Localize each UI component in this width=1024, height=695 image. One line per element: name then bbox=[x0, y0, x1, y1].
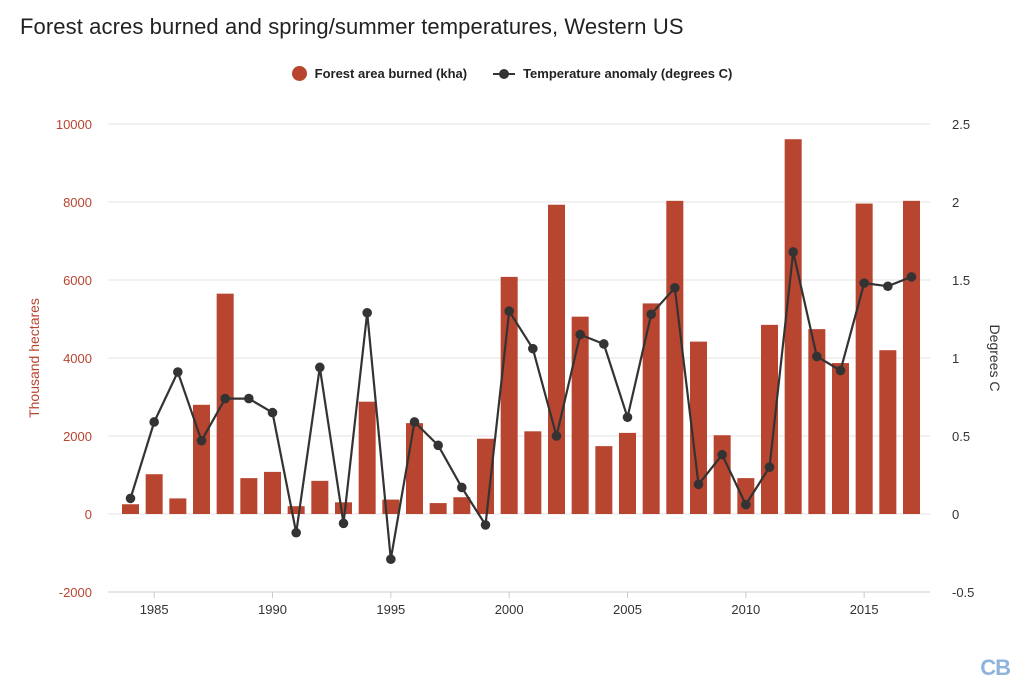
y-right-tick-label: 0.5 bbox=[952, 429, 970, 444]
temperature-point-1986 bbox=[173, 367, 183, 377]
temperature-point-1984 bbox=[125, 493, 136, 504]
bar-burned-1993 bbox=[335, 502, 352, 514]
temperature-point-2008 bbox=[693, 479, 704, 490]
x-tick-label: 2010 bbox=[731, 602, 760, 617]
bar-burned-1992 bbox=[311, 480, 329, 514]
temperature-point-1988 bbox=[220, 393, 230, 404]
temperature-point-1999 bbox=[480, 520, 491, 530]
legend-swatch-temperature bbox=[493, 68, 516, 80]
legend-item-burned[interactable]: Forest area burned (kha) bbox=[291, 66, 468, 81]
temperature-point-2001 bbox=[528, 343, 538, 354]
legend-item-temperature[interactable]: Temperature anomaly (degrees C) bbox=[493, 66, 732, 81]
bar-burned-2015 bbox=[855, 203, 873, 514]
carbon-brief-logo: CB bbox=[980, 655, 1011, 680]
y-left-tick-label: 10000 bbox=[56, 117, 92, 132]
y-right-tick-label: 2.5 bbox=[952, 117, 970, 132]
temperature-point-2002 bbox=[551, 431, 562, 441]
temperature-point-1995 bbox=[386, 554, 396, 565]
x-tick-label: 1990 bbox=[258, 602, 287, 617]
bar-burned-1984 bbox=[122, 504, 139, 514]
y-right-tick-label: 0 bbox=[952, 507, 959, 522]
y-right-axis-label: Degrees C bbox=[987, 325, 1003, 392]
temperature-point-1991 bbox=[291, 527, 301, 538]
bar-burned-2003 bbox=[571, 316, 589, 514]
bar-burned-2000 bbox=[500, 276, 518, 514]
temperature-point-2006 bbox=[646, 309, 656, 320]
bar-burned-1998 bbox=[453, 497, 471, 514]
x-tick-label: 2000 bbox=[495, 602, 524, 617]
temperature-point-2013 bbox=[812, 351, 822, 362]
bar-burned-2008 bbox=[690, 341, 707, 514]
legend: Forest area burned (kha) Temperature ano… bbox=[0, 66, 1024, 81]
y-right-tick-label: 2 bbox=[952, 195, 959, 210]
temperature-point-2007 bbox=[670, 283, 680, 293]
bar-burned-2016 bbox=[879, 350, 897, 514]
temperature-point-2016 bbox=[883, 281, 893, 292]
y-left-tick-label: 2000 bbox=[63, 429, 92, 444]
temperature-point-2005 bbox=[622, 412, 633, 423]
temperature-point-1992 bbox=[315, 362, 325, 373]
bar-burned-2007 bbox=[666, 200, 684, 514]
bar-burned-1988 bbox=[216, 293, 234, 514]
y-left-tick-label: 8000 bbox=[63, 195, 92, 210]
temperature-point-1996 bbox=[409, 417, 420, 427]
temperature-point-2010 bbox=[741, 499, 751, 510]
temperature-point-1998 bbox=[457, 482, 467, 493]
bar-burned-2017 bbox=[903, 200, 920, 514]
temperature-point-1989 bbox=[244, 393, 254, 404]
temperature-point-2009 bbox=[717, 449, 727, 460]
bar-burned-2013 bbox=[808, 329, 826, 514]
bar-burned-2012 bbox=[784, 139, 802, 514]
bar-burned-1994 bbox=[358, 401, 376, 514]
bar-burned-1989 bbox=[240, 478, 258, 514]
legend-label-temperature: Temperature anomaly (degrees C) bbox=[523, 66, 733, 81]
temperature-point-2014 bbox=[835, 365, 846, 376]
x-tick-label: 2005 bbox=[613, 602, 642, 617]
bar-burned-1986 bbox=[169, 498, 187, 514]
temperature-point-2003 bbox=[575, 329, 585, 340]
legend-label-burned: Forest area burned (kha) bbox=[314, 66, 468, 81]
x-tick-label: 1995 bbox=[376, 602, 405, 617]
temperature-point-1985 bbox=[149, 417, 159, 427]
bar-burned-2002 bbox=[548, 204, 565, 515]
y-right-tick-label: -0.5 bbox=[952, 585, 974, 600]
bar-burned-2014 bbox=[832, 363, 849, 514]
bar-burned-1985 bbox=[145, 474, 163, 514]
y-left-tick-label: 4000 bbox=[63, 351, 92, 366]
temperature-point-1993 bbox=[338, 518, 349, 529]
temperature-line bbox=[129, 250, 912, 561]
y-right-tick-label: 1 bbox=[952, 351, 959, 366]
x-tick-label: 2015 bbox=[850, 602, 879, 617]
legend-swatch-burned bbox=[291, 66, 307, 81]
y-left-tick-label: 6000 bbox=[63, 273, 92, 288]
temperature-point-2000 bbox=[504, 306, 514, 317]
bar-burned-2001 bbox=[524, 431, 542, 514]
temperature-point-2011 bbox=[764, 462, 775, 473]
temperature-point-1990 bbox=[267, 407, 278, 418]
temperature-point-2012 bbox=[788, 247, 798, 257]
temperature-point-2017 bbox=[906, 272, 917, 282]
temperature-point-2004 bbox=[599, 339, 609, 349]
temperature-point-1997 bbox=[433, 440, 443, 451]
bar-burned-2006 bbox=[642, 303, 660, 514]
bar-burned-1996 bbox=[406, 423, 423, 514]
x-tick-label: 1985 bbox=[140, 602, 169, 617]
bar-burned-2009 bbox=[713, 435, 731, 514]
temperature-point-1994 bbox=[362, 307, 372, 318]
bar-burned-2005 bbox=[619, 432, 636, 514]
y-left-tick-label: -2000 bbox=[59, 585, 92, 600]
bar-burned-2004 bbox=[595, 446, 613, 514]
bar-burned-1991 bbox=[287, 506, 305, 514]
y-left-axis-label: Thousand hectares bbox=[26, 298, 42, 418]
temperature-point-1987 bbox=[196, 435, 207, 446]
temperature-point-2015 bbox=[859, 278, 869, 288]
y-right-tick-label: 1.5 bbox=[952, 273, 970, 288]
chart-title: Forest acres burned and spring/summer te… bbox=[20, 14, 684, 39]
y-left-tick-label: 0 bbox=[85, 507, 92, 522]
bar-burned-1990 bbox=[264, 471, 281, 514]
bar-burned-1997 bbox=[429, 503, 447, 514]
